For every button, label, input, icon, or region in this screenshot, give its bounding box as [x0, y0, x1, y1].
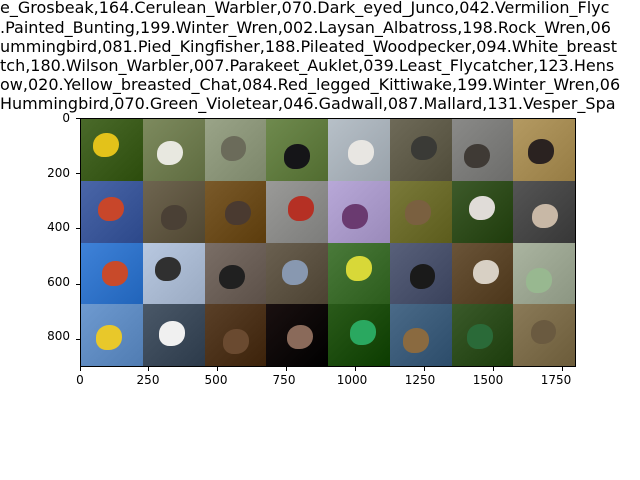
bird-image-tile: [142, 180, 205, 243]
x-tick-mark: [355, 367, 357, 371]
bird-image-tile: [328, 304, 390, 366]
bird-image-tile: [81, 180, 143, 243]
bird-shape: [468, 195, 495, 221]
bird-image-tile: [513, 242, 575, 305]
bird-shape: [224, 200, 251, 226]
title-line: ummingbird,081.Pied_Kingfisher,188.Pilea…: [0, 37, 617, 56]
bird-image-tile: [142, 304, 205, 366]
bird-shape: [223, 328, 249, 354]
bird-shape: [405, 199, 432, 225]
bird-shape: [345, 256, 372, 281]
bird-image-tile: [142, 119, 205, 181]
bird-image-tile: [204, 119, 267, 181]
bird-shape: [156, 140, 183, 166]
bird-shape: [532, 203, 559, 229]
title-line: e_Grosbeak,164.Cerulean_Warbler,070.Dark…: [0, 0, 610, 17]
bird-shape: [93, 132, 120, 158]
y-tick-mark: [76, 338, 80, 340]
x-tick-label: 1250: [404, 373, 436, 387]
bird-image-tile: [204, 180, 267, 243]
bird-shape: [341, 204, 368, 229]
bird-image-tile: [266, 242, 328, 305]
bird-image-tile: [266, 304, 328, 366]
bird-shape: [286, 324, 313, 350]
bird-image-tile: [328, 242, 390, 305]
bird-shape: [464, 143, 491, 169]
y-tick-mark: [76, 172, 80, 174]
bird-shape: [97, 196, 124, 222]
x-tick-label: 250: [136, 373, 160, 387]
y-tick-label: 400: [47, 220, 70, 234]
bird-image-tile: [328, 119, 390, 181]
y-tick-label: 600: [47, 275, 70, 289]
x-tick-label: 1500: [472, 373, 504, 387]
bird-shape: [220, 136, 247, 161]
bird-shape: [218, 264, 245, 290]
bird-image-tile: [204, 304, 267, 366]
y-tick-label: 800: [47, 329, 70, 343]
x-tick-mark: [423, 367, 425, 371]
bird-image-tile: [81, 119, 143, 181]
x-tick-mark: [79, 367, 81, 371]
bird-image-tile: [81, 242, 143, 305]
x-tick-label: 1000: [336, 373, 368, 387]
bird-image-tile: [142, 242, 205, 305]
x-tick-mark: [492, 367, 494, 371]
bird-shape: [95, 325, 122, 350]
bird-shape: [282, 260, 309, 286]
bird-shape: [528, 139, 554, 165]
y-tick-label: 200: [47, 166, 70, 180]
bird-shape: [284, 144, 311, 169]
bird-image-tile: [451, 119, 514, 181]
bird-image-tile: [389, 180, 452, 243]
bird-image-tile: [81, 304, 143, 366]
bird-image-tile: [389, 304, 452, 366]
bird-image-tile: [266, 119, 328, 181]
x-tick-label: 1750: [540, 373, 572, 387]
bird-image-tile: [451, 304, 514, 366]
title-line: .Painted_Bunting,199.Winter_Wren,002.Lay…: [0, 18, 611, 37]
x-tick-mark: [286, 367, 288, 371]
bird-shape: [350, 320, 377, 345]
bird-shape: [473, 259, 500, 285]
x-tick-label: 0: [76, 373, 84, 387]
bird-shape: [466, 324, 493, 349]
bird-shape: [159, 320, 186, 346]
bird-image-tile: [513, 119, 575, 181]
bird-shape: [347, 139, 374, 165]
bird-image-tile: [389, 242, 452, 305]
y-tick-mark: [76, 283, 80, 285]
x-tick-label: 750: [272, 373, 296, 387]
bird-shape: [411, 135, 438, 161]
title-line: ow,020.Yellow_breasted_Chat,084.Red_legg…: [0, 75, 621, 94]
bird-shape: [161, 204, 188, 230]
bird-shape: [526, 267, 553, 293]
bird-shape: [155, 256, 182, 282]
bird-shape: [530, 319, 557, 345]
x-tick-mark: [217, 367, 219, 371]
bird-shape: [101, 261, 128, 286]
x-tick-mark: [148, 367, 150, 371]
bird-shape: [403, 328, 430, 354]
x-tick-label: 500: [204, 373, 228, 387]
image-grid-plot: [80, 118, 576, 367]
bird-image-tile: [451, 180, 514, 243]
bird-image-tile: [389, 119, 452, 181]
bird-shape: [409, 264, 436, 289]
y-tick-label: 0: [62, 111, 70, 125]
y-tick-mark: [76, 117, 80, 119]
y-tick-mark: [76, 228, 80, 230]
bird-image-tile: [513, 304, 575, 366]
bird-image-tile: [328, 180, 390, 243]
bird-image-tile: [204, 242, 267, 305]
title-line: tch,180.Wilson_Warbler,007.Parakeet_Aukl…: [0, 56, 615, 75]
bird-image-tile: [266, 180, 328, 243]
title-line: Hummingbird,070.Green_Violetear,046.Gadw…: [0, 94, 616, 113]
bird-shape: [288, 196, 315, 221]
bird-image-tile: [451, 242, 514, 305]
bird-image-tile: [513, 180, 575, 243]
x-tick-mark: [561, 367, 563, 371]
